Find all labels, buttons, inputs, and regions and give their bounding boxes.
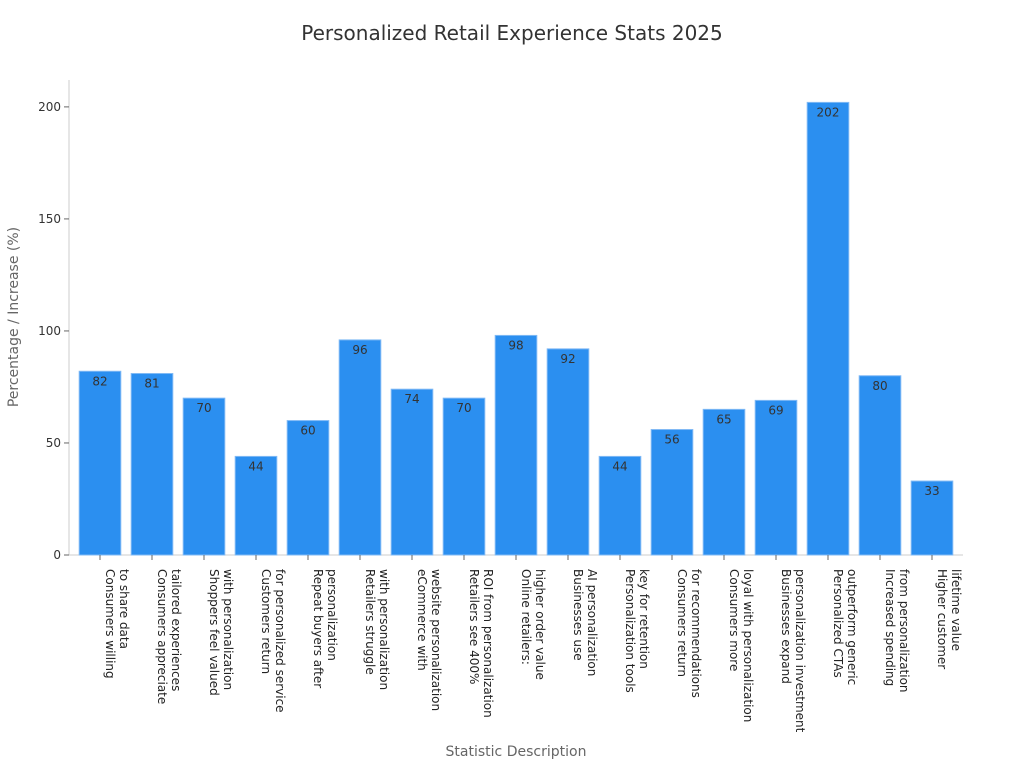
x-tick-label: Personalization toolskey for retention <box>623 569 651 693</box>
x-tick-label-line: Consumers return <box>675 569 689 677</box>
bar <box>598 455 642 556</box>
x-tick-label-line: personalization investment <box>793 569 807 733</box>
x-tick-label-line: website personalization <box>429 569 443 711</box>
x-tick-label: Customers returnfor personalized service <box>259 569 287 713</box>
y-tick-label: 150 <box>38 212 61 226</box>
bar-value-label: 74 <box>404 392 419 406</box>
x-tick-label: Online retailers:higher order value <box>519 569 547 680</box>
x-tick-label: Retailers see 400%ROI from personalizati… <box>467 569 495 718</box>
x-tick-label-line: Personalization tools <box>623 569 637 693</box>
bar-value-label: 82 <box>92 374 107 388</box>
x-tick-label-line: Increased spending <box>883 569 897 686</box>
x-tick-label-line: Consumers appreciate <box>155 569 169 704</box>
x-tick-label-line: from personalization <box>897 569 911 693</box>
x-tick-label-line: loyal with personalization <box>741 569 755 722</box>
x-tick-label-line: key for retention <box>637 569 651 669</box>
x-tick-label: Increased spendingfrom personalization <box>883 569 911 693</box>
x-tick-label-line: Repeat buyers after <box>311 569 325 688</box>
bar <box>78 370 122 556</box>
bar-value-label: 56 <box>664 433 679 447</box>
bar-value-label: 69 <box>768 403 783 417</box>
bar-value-label: 33 <box>924 484 939 498</box>
x-tick-label-line: Customers return <box>259 569 273 674</box>
x-tick-label: Businesses useAI personalization <box>571 569 599 676</box>
x-tick-label-line: ROI from personalization <box>481 569 495 718</box>
chart-title: Personalized Retail Experience Stats 202… <box>301 21 723 45</box>
bar <box>494 334 538 556</box>
x-tick-label-line: Online retailers: <box>519 569 533 665</box>
bar <box>702 408 746 556</box>
bar-value-label: 60 <box>300 424 315 438</box>
x-tick-label-line: for recommendations <box>689 569 703 698</box>
x-tick-label-line: personalization <box>325 569 339 661</box>
bar <box>338 339 382 556</box>
x-tick-label: eCommerce withwebsite personalization <box>415 569 443 711</box>
x-tick-label-line: Consumers more <box>727 569 741 671</box>
x-tick-label-line: lifetime value <box>949 569 963 651</box>
bar-value-label: 65 <box>716 412 731 426</box>
x-tick-label-line: higher order value <box>533 569 547 680</box>
y-tick-label: 50 <box>46 436 61 450</box>
bar <box>546 348 590 556</box>
x-tick-label-line: with personalization <box>221 569 235 690</box>
x-tick-label: Personalized CTAsoutperform generic <box>831 569 859 685</box>
x-tick-label-line: Higher customer <box>935 569 949 669</box>
x-tick-label: Consumers returnfor recommendations <box>675 569 703 698</box>
bar-value-label: 92 <box>560 352 575 366</box>
bar <box>754 399 798 556</box>
bar-value-label: 80 <box>872 379 887 393</box>
bar <box>442 397 486 556</box>
x-tick-label: Repeat buyers afterpersonalization <box>311 569 339 688</box>
x-tick-label-line: with personalization <box>377 569 391 690</box>
bar <box>182 397 226 556</box>
y-tick-label: 200 <box>38 100 61 114</box>
bar <box>910 480 954 556</box>
x-tick-label-line: tailored experiences <box>169 569 183 691</box>
plot-area: 0 50 100 150 200 82 Consumers willingto share … <box>38 80 963 733</box>
bar-value-label: 96 <box>352 343 367 357</box>
bar <box>286 420 330 556</box>
x-tick-label: Higher customerlifetime value <box>935 569 963 669</box>
bar-value-label: 202 <box>817 105 840 119</box>
y-tick-label: 100 <box>38 324 61 338</box>
x-tick-label-line: AI personalization <box>585 569 599 676</box>
x-tick-label: Businesses expandpersonalization investm… <box>779 569 807 733</box>
x-tick-label-line: Consumers willing <box>103 569 117 679</box>
bar-value-label: 98 <box>508 338 523 352</box>
bar <box>390 388 434 556</box>
x-axis-title: Statistic Description <box>446 744 587 760</box>
x-tick-label-line: Retailers see 400% <box>467 569 481 684</box>
x-tick-label: Consumers moreloyal with personalization <box>727 569 755 722</box>
bar <box>806 101 850 556</box>
x-tick-label-line: Personalized CTAs <box>831 569 845 678</box>
x-tick-label: Retailers strugglewith personalization <box>363 569 391 690</box>
bar-value-label: 81 <box>144 377 159 391</box>
x-tick-label-line: Businesses use <box>571 569 585 661</box>
bar-value-label: 44 <box>612 459 627 473</box>
bar <box>130 373 174 556</box>
bar <box>234 455 278 556</box>
x-tick-label-line: Retailers struggle <box>363 569 377 675</box>
x-tick-label-line: Businesses expand <box>779 569 793 684</box>
y-axis-title: Percentage / Increase (%) <box>6 227 22 407</box>
x-tick-label-line: outperform generic <box>845 569 859 685</box>
bar-value-label: 44 <box>248 459 263 473</box>
y-tick-label: 0 <box>53 548 61 562</box>
x-tick-label: Consumers willingto share data <box>103 569 131 679</box>
x-tick-label-line: for personalized service <box>273 569 287 713</box>
bar <box>650 429 694 556</box>
x-tick-label: Shoppers feel valuedwith personalization <box>207 569 235 696</box>
x-tick-label-line: eCommerce with <box>415 569 429 671</box>
x-tick-label-line: Shoppers feel valued <box>207 569 221 696</box>
x-tick-label-line: to share data <box>117 569 131 649</box>
bar-value-label: 70 <box>456 401 471 415</box>
bar <box>858 375 902 556</box>
bar-value-label: 70 <box>196 401 211 415</box>
x-tick-label: Consumers appreciatetailored experiences <box>155 569 183 704</box>
